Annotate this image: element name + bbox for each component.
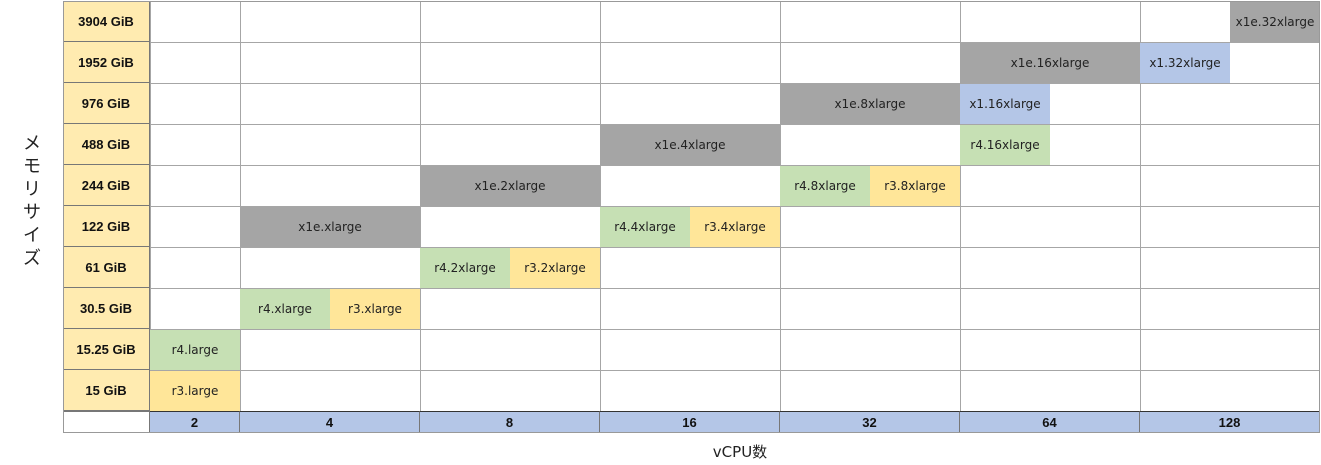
memory-row-label: 61 GiB — [63, 247, 150, 288]
grid-hline — [150, 124, 1320, 125]
grid-hline — [150, 42, 1320, 43]
memory-row-label: 1952 GiB — [63, 42, 150, 83]
instance-cell-yellow: r3.large — [150, 371, 240, 411]
vcpu-column-label: 8 — [420, 411, 600, 433]
instance-cell-green: r4.xlarge — [240, 289, 330, 329]
instance-cell-green: r4.8xlarge — [780, 166, 870, 206]
y-axis-char: メ — [23, 133, 41, 154]
instance-cell-blue: x1.16xlarge — [960, 84, 1050, 124]
instance-cell-gray: x1e.xlarge — [240, 207, 420, 247]
vcpu-column-label: 32 — [780, 411, 960, 433]
instance-cell-blue: x1.32xlarge — [1140, 43, 1230, 83]
grid-hline — [150, 165, 1320, 166]
instance-cell-green: r4.16xlarge — [960, 125, 1050, 165]
memory-row-label: 15.25 GiB — [63, 329, 150, 370]
corner-cell — [63, 411, 150, 433]
instance-cell-gray: x1e.8xlarge — [780, 84, 960, 124]
y-axis-char: モ — [23, 156, 41, 177]
instance-cell-gray: x1e.32xlarge — [1230, 2, 1320, 42]
instance-cell-gray: x1e.4xlarge — [600, 125, 780, 165]
memory-row-label: 976 GiB — [63, 83, 150, 124]
vcpu-column-label: 4 — [240, 411, 420, 433]
instance-cell-gray: x1e.16xlarge — [960, 43, 1140, 83]
vcpu-column-label: 128 — [1140, 411, 1320, 433]
instance-cell-green: r4.2xlarge — [420, 248, 510, 288]
instance-cell-gray: x1e.2xlarge — [420, 166, 600, 206]
memory-row-label: 30.5 GiB — [63, 288, 150, 329]
instance-cell-green: r4.4xlarge — [600, 207, 690, 247]
y-axis-char: ズ — [23, 248, 41, 269]
grid-hline — [150, 288, 1320, 289]
grid-hline — [150, 83, 1320, 84]
grid-hline — [150, 206, 1320, 207]
grid-hline — [150, 329, 1320, 330]
instance-cell-yellow: r3.xlarge — [330, 289, 420, 329]
grid-hline — [150, 247, 1320, 248]
instance-cell-yellow: r3.4xlarge — [690, 207, 780, 247]
x-axis-label: vCPU数 — [712, 443, 768, 461]
instance-grid: 3904 GiB 1952 GiB 976 GiB 488 GiB 244 GiB 122… — [63, 1, 1320, 433]
instance-cell-green: r4.large — [150, 330, 240, 370]
memory-row-label: 244 GiB — [63, 165, 150, 206]
y-axis-char: リ — [23, 179, 41, 200]
vcpu-column-label: 16 — [600, 411, 780, 433]
memory-row-label: 15 GiB — [63, 370, 150, 411]
instance-cell-yellow: r3.8xlarge — [870, 166, 960, 206]
memory-row-label: 122 GiB — [63, 206, 150, 247]
instance-cell-yellow: r3.2xlarge — [510, 248, 600, 288]
vcpu-column-label: 2 — [150, 411, 240, 433]
y-axis-char: サ — [23, 202, 41, 223]
memory-row-label: 488 GiB — [63, 124, 150, 165]
grid-hline — [150, 370, 1320, 371]
vcpu-column-label: 64 — [960, 411, 1140, 433]
memory-row-label: 3904 GiB — [63, 1, 150, 42]
y-axis-label: メモリサイズ — [18, 132, 46, 270]
y-axis-char: イ — [23, 225, 41, 246]
